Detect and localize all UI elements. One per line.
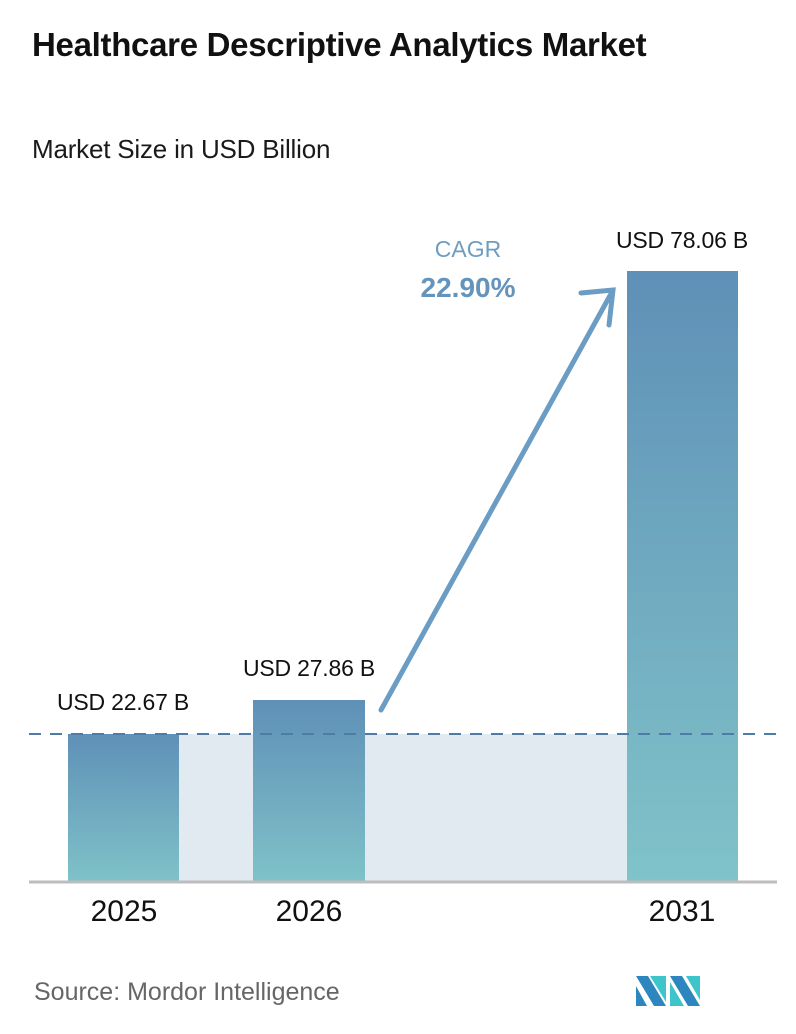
value-label-2026: USD 27.86 B — [242, 655, 376, 681]
chart-subtitle: Market Size in USD Billion — [32, 134, 331, 164]
value-label-2025: USD 22.67 B — [56, 689, 190, 715]
bar-2025 — [68, 734, 179, 882]
x-label-2026: 2026 — [275, 895, 343, 928]
x-label-2025: 2025 — [90, 895, 158, 928]
bar-2031 — [627, 271, 738, 882]
cagr-label: CAGR — [434, 236, 502, 262]
cagr-arrow-icon — [378, 287, 616, 713]
bar-2026 — [253, 700, 365, 882]
x-label-2031: 2031 — [648, 895, 716, 928]
cagr-value: 22.90% — [420, 272, 516, 303]
mordor-intelligence-logo-icon — [636, 976, 700, 1006]
value-label-2031: USD 78.06 B — [615, 227, 749, 253]
source-text: Source: Mordor Intelligence — [34, 978, 340, 1006]
chart-title: Healthcare Descriptive Analytics Market — [32, 26, 647, 63]
